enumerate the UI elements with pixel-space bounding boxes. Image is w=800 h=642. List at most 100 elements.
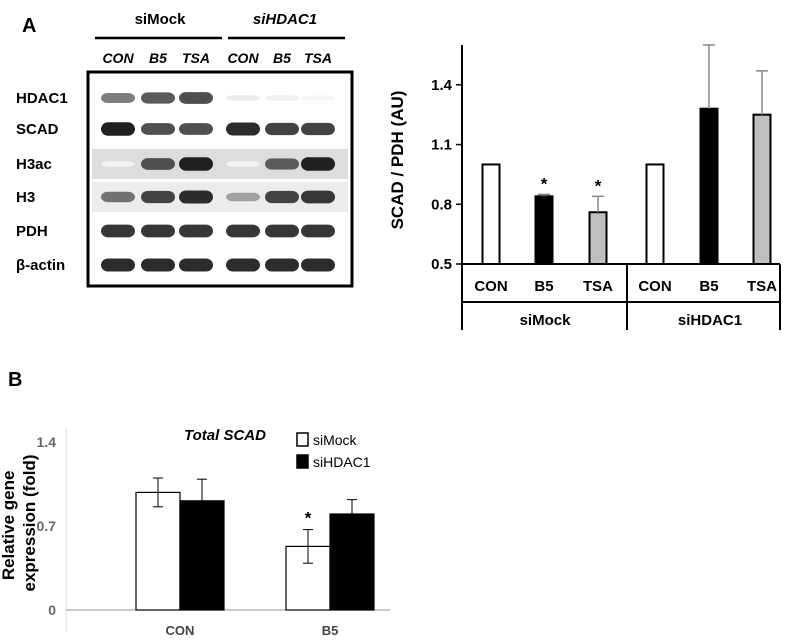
blot-band-1-4 (265, 122, 299, 136)
blot-group-label-sihdac1: siHDAC1 (253, 11, 317, 28)
blot-rows (92, 92, 348, 272)
blot-band-5-1 (141, 258, 175, 272)
blot-band-2-5 (301, 157, 335, 171)
blot-band-3-5 (301, 190, 335, 204)
chart-a-group-label-0: siMock (520, 312, 572, 329)
chart-a-ylabel: SCAD / PDH (AU) (388, 91, 407, 230)
blot-band-4-3 (226, 224, 260, 238)
chart-a-xtick-label-3: CON (638, 278, 671, 295)
blot-row-label-4: PDH (16, 223, 48, 240)
blot-band-3-4 (265, 190, 299, 204)
western-blot: siMock siHDAC1 CON B5 TSA CON B5 TSA HDAC1 SCA… (16, 11, 354, 288)
blot-band-1-5 (301, 122, 335, 136)
chart-a-ytick-label-1: 0.8 (431, 196, 452, 213)
blot-band-0-5 (301, 95, 335, 101)
blot-band-5-5 (301, 258, 335, 272)
chart-b-bars: CON * B5 (135, 477, 375, 638)
blot-band-2-0 (101, 161, 135, 167)
chart-b-y-axis: 0 0.7 1.4 (37, 428, 390, 632)
blot-lane-label-4: B5 (273, 50, 291, 66)
chart-a-ytick-label-3: 1.4 (431, 77, 453, 94)
chart-b-ytick-label-2: 1.4 (37, 434, 57, 450)
blot-lane-label-1: B5 (149, 50, 167, 66)
blot-group-label-simock: siMock (135, 11, 187, 28)
blot-lane-label-3: CON (227, 50, 259, 66)
blot-band-3-0 (101, 191, 135, 203)
chart-a-bar-3 (645, 163, 665, 265)
chart-b-legend-label-0: siMock (313, 432, 358, 448)
chart-a-bar-5 (752, 113, 772, 265)
blot-band-1-2 (179, 123, 213, 135)
blot-band-4-2 (179, 224, 213, 238)
chart-b: Total SCAD Relative gene expression (fol… (0, 427, 390, 638)
blot-row-label-3: H3 (16, 189, 35, 206)
chart-a-y-axis: 0.5 0.8 1.1 1.4 (431, 45, 463, 273)
blot-band-4-4 (265, 224, 299, 238)
chart-a-xtick-label-4: B5 (699, 278, 718, 295)
blot-row-label-0: HDAC1 (16, 90, 68, 107)
blot-band-3-1 (141, 190, 175, 204)
chart-a-significance-1: * (541, 174, 548, 193)
blot-band-0-2 (179, 92, 213, 104)
chart-a-xtick-label-5: TSA (747, 278, 777, 295)
chart-b-ytick-label-1: 0.7 (37, 518, 57, 534)
chart-b-ylabel: Relative gene expression (fold) (0, 455, 39, 592)
blot-band-1-1 (141, 123, 175, 135)
chart-b-legend-swatch-1 (296, 454, 309, 469)
blot-band-1-3 (226, 122, 260, 136)
blot-band-1-0 (101, 122, 135, 136)
chart-b-ytick-label-0: 0 (48, 602, 56, 618)
blot-row-label-2: H3ac (16, 156, 52, 173)
blot-band-0-3 (226, 95, 260, 101)
blot-band-5-3 (226, 258, 260, 272)
blot-band-2-2 (179, 157, 213, 171)
chart-b-ylabel-line2: expression (fold) (20, 455, 39, 592)
blot-band-2-4 (265, 158, 299, 170)
chart-b-legend-label-1: siHDAC1 (313, 454, 371, 470)
blot-lane-label-5: TSA (304, 50, 332, 66)
panel-a-label: A (22, 15, 36, 37)
chart-b-title: Total SCAD (184, 427, 266, 444)
chart-a-bar-1 (534, 195, 554, 266)
chart-a-bar-0 (481, 163, 501, 265)
blot-band-0-1 (141, 92, 175, 104)
blot-band-5-0 (101, 258, 135, 272)
blot-row-label-1: SCAD (16, 121, 59, 138)
chart-a-bars: * * (481, 44, 772, 266)
chart-b-bar-0-0 (135, 491, 181, 611)
chart-b-legend: siMock siHDAC1 (296, 432, 371, 470)
chart-b-legend-swatch-0 (296, 432, 309, 447)
chart-a-significance-2: * (595, 176, 602, 195)
blot-band-2-3 (226, 161, 260, 167)
chart-a-xtick-label-2: TSA (583, 278, 613, 295)
blot-lane-label-0: CON (102, 50, 134, 66)
blot-band-2-1 (141, 158, 175, 170)
chart-b-significance-1-0: * (305, 509, 312, 528)
chart-a-xtick-label-0: CON (474, 278, 507, 295)
chart-b-xtick-label-1: B5 (322, 623, 339, 638)
blot-lane-label-2: TSA (182, 50, 210, 66)
blot-band-3-2 (179, 190, 213, 204)
chart-a-group-label-1: siHDAC1 (678, 312, 742, 329)
chart-b-xtick-label-0: CON (166, 623, 195, 638)
panel-b-label: B (8, 369, 22, 391)
blot-band-4-0 (101, 224, 135, 238)
blot-band-3-3 (226, 192, 260, 202)
blot-band-5-2 (179, 258, 213, 272)
blot-band-5-4 (265, 258, 299, 272)
chart-a-ytick-label-0: 0.5 (431, 256, 452, 273)
blot-row-label-5: β-actin (16, 257, 65, 274)
chart-a: SCAD / PDH (AU) 0.50.81.11.4 * * CON B5 TSA… (388, 44, 781, 330)
chart-a-xtick-label-1: B5 (534, 278, 553, 295)
blot-lane-labels: CON B5 TSA CON B5 TSA (102, 50, 332, 66)
chart-a-bar-4 (699, 107, 719, 265)
blot-band-4-1 (141, 224, 175, 238)
blot-row-labels: HDAC1 SCAD H3ac H3 PDH β-actin (16, 90, 68, 274)
chart-b-ylabel-line1: Relative gene (0, 471, 18, 581)
blot-band-4-5 (301, 224, 335, 238)
blot-band-0-0 (101, 93, 135, 103)
chart-a-bar-2 (588, 211, 608, 265)
chart-a-x-axis: CON B5 TSA CON B5 TSA siMock siHDAC1 (461, 263, 781, 330)
chart-a-ytick-label-2: 1.1 (431, 137, 452, 154)
